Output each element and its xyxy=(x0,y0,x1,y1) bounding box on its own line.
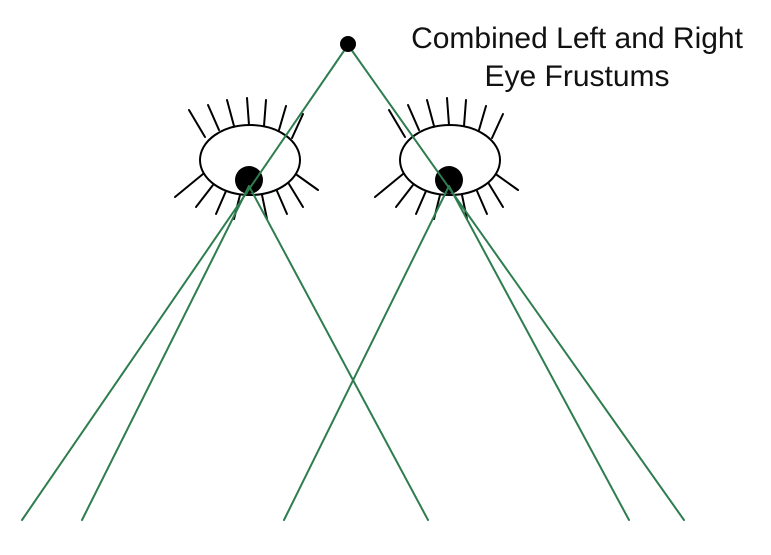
combined-frustum-right-edge xyxy=(347,44,685,521)
combined-frustum-left-edge xyxy=(21,44,349,521)
right-eye-icon xyxy=(374,97,519,220)
right-eye-frustum-left-edge xyxy=(283,185,450,521)
right-eye-pupil xyxy=(435,166,463,194)
left-eye-upper-lashes xyxy=(188,97,304,139)
diagram-caption: Combined Left and Right Eye Frustums xyxy=(372,20,771,96)
left-eye-frustum-right-edge xyxy=(248,185,429,521)
right-eye-upper-lashes xyxy=(388,97,504,139)
left-eye-lower-lashes xyxy=(174,173,319,220)
caption-line-2: Eye Frustums xyxy=(484,60,670,93)
right-eye-frustum-right-edge xyxy=(448,185,630,521)
caption-line-1: Combined Left and Right xyxy=(411,22,743,55)
frustum-lines xyxy=(21,44,685,521)
left-eye-pupil xyxy=(235,166,263,194)
combined-apex-point xyxy=(340,36,356,52)
left-eye-icon xyxy=(174,97,319,220)
left-eye-frustum-left-edge xyxy=(81,185,250,521)
